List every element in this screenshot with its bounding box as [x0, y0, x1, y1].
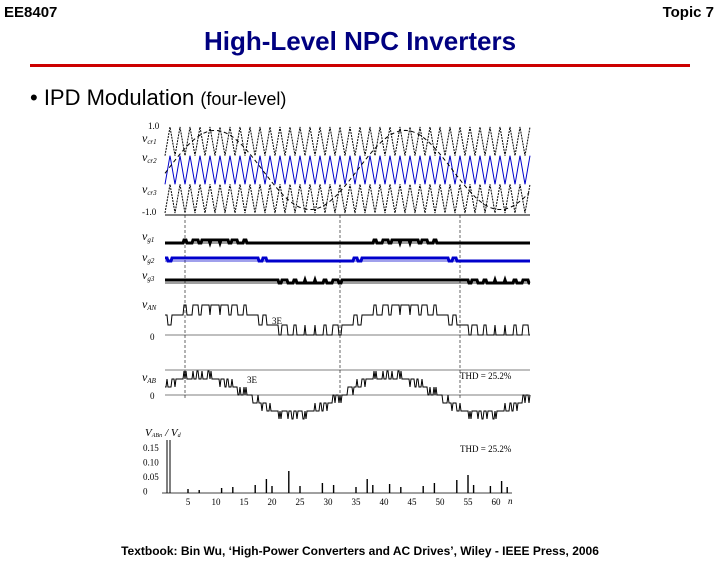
carrier	[164, 155, 531, 185]
x-tick-label: 50	[436, 497, 446, 507]
x-tick-label: 30	[324, 497, 334, 507]
y-tick-label: 0.15	[143, 443, 159, 453]
course-code: EE8407	[4, 4, 58, 21]
label: vcr3	[142, 182, 157, 197]
x-tick-label: 60	[492, 497, 502, 507]
caption: Textbook: Bin Wu, ‘High-Power Converters…	[121, 544, 599, 558]
x-tick-label: 10	[212, 497, 222, 507]
y-tick-label: 0.10	[143, 458, 159, 468]
label: 0	[150, 391, 155, 401]
label: vAB	[142, 370, 157, 385]
label: 0	[150, 332, 155, 342]
bullet: • IPD Modulation (four-level)	[30, 85, 286, 111]
title-rule	[30, 64, 690, 67]
label: vcr1	[142, 131, 157, 146]
carrier	[164, 126, 531, 156]
x-tick-label: 40	[380, 497, 390, 507]
bullet-text: • IPD Modulation	[30, 85, 195, 110]
bullet-note: (four-level)	[200, 89, 287, 109]
label: n	[508, 496, 513, 506]
carrier	[164, 184, 531, 214]
label: vcr2	[142, 150, 157, 165]
label: THD = 25.2%	[460, 444, 512, 454]
label: vg1	[142, 229, 154, 244]
x-tick-label: 55	[464, 497, 474, 507]
label: 3E	[272, 316, 283, 326]
x-tick-label: 5	[186, 497, 191, 507]
x-tick-label: 25	[296, 497, 306, 507]
x-tick-label: 15	[240, 497, 250, 507]
label: vAN	[142, 297, 157, 312]
gate-signal	[165, 256, 530, 263]
reference	[164, 129, 530, 210]
topic: Topic 7	[662, 4, 714, 21]
x-tick-label: 35	[352, 497, 362, 507]
label: VABn / Vd	[145, 427, 182, 440]
label: vg2	[142, 250, 155, 265]
gate-signal	[165, 275, 531, 285]
vab-wave	[165, 370, 531, 420]
label: -1.0	[142, 207, 157, 217]
x-tick-label: 20	[268, 497, 278, 507]
label: THD = 25.2%	[460, 371, 512, 381]
y-tick-label: 0	[143, 487, 148, 497]
label: 1.0	[148, 121, 160, 131]
y-tick-label: 0.05	[143, 472, 159, 482]
label: vg3	[142, 268, 155, 283]
van-wave	[165, 304, 530, 336]
label: 3E	[247, 375, 258, 385]
x-tick-label: 45	[408, 497, 418, 507]
gate-signal	[165, 238, 530, 248]
title: High-Level NPC Inverters	[203, 26, 517, 56]
